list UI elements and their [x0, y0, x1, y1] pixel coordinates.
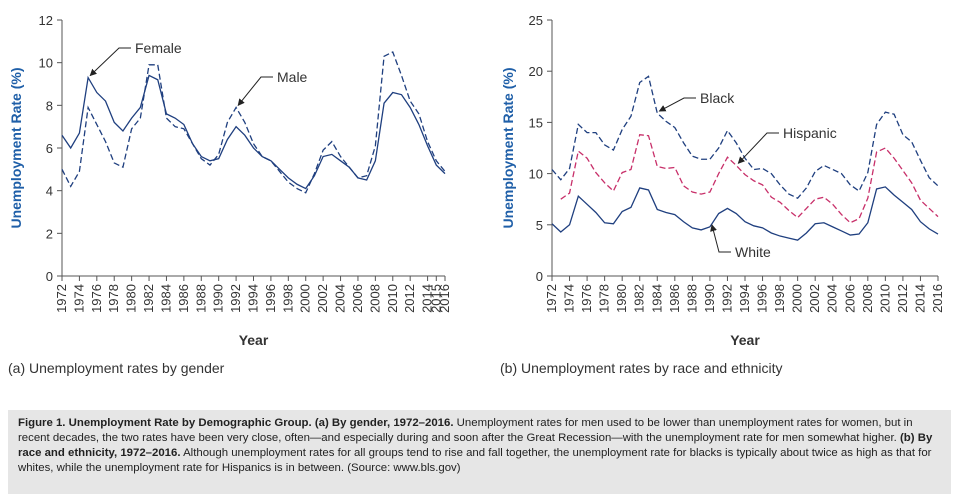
- series-label: Female: [135, 40, 182, 56]
- x-tick-label: 2012: [895, 284, 910, 313]
- x-tick-label: 1976: [89, 284, 104, 313]
- series-label: Black: [700, 90, 735, 106]
- x-tick-label: 1988: [193, 284, 208, 313]
- x-tick-label: 2010: [385, 284, 400, 313]
- caption-text: Although unemployment rates for all grou…: [18, 447, 932, 474]
- x-tick-label: 2008: [860, 284, 875, 313]
- x-tick-label: 2000: [790, 284, 805, 313]
- y-tick-label: 10: [39, 56, 53, 71]
- x-tick-label: 1976: [579, 284, 594, 313]
- y-tick-label: 5: [536, 218, 543, 233]
- y-tick-label: 0: [46, 269, 53, 284]
- series-line: [61, 74, 446, 190]
- x-tick-label: 1996: [755, 284, 770, 313]
- label-arrow: [737, 132, 779, 164]
- x-tick-label: 1990: [702, 284, 717, 313]
- y-tick-label: 0: [536, 269, 543, 284]
- x-tick-label: 2016: [930, 284, 945, 313]
- caption-bold: (b) By race and ethnicity, 1972–2016.: [18, 432, 933, 459]
- x-tick-label: 1972: [54, 284, 69, 313]
- x-tick-label: 2016: [437, 284, 452, 313]
- label-arrow: [710, 224, 731, 253]
- x-tick-label: 1986: [176, 284, 191, 313]
- x-tick-label: 1984: [649, 284, 664, 313]
- series-line: [61, 51, 446, 194]
- x-tick-label: 1990: [211, 284, 226, 313]
- x-tick-label: 2014: [912, 284, 927, 313]
- y-tick-label: 15: [529, 115, 543, 130]
- label-arrow: [658, 97, 696, 112]
- chart-caption: (b) Unemployment rates by race and ethni…: [500, 360, 782, 376]
- series-label: Hispanic: [783, 125, 837, 141]
- x-axis-label: Year: [730, 332, 760, 348]
- caption-bold: Figure 1. Unemployment Rate by Demograph…: [18, 417, 454, 429]
- series-line: [551, 186, 939, 241]
- x-tick-label: 1982: [141, 284, 156, 313]
- x-tick-label: 2012: [402, 284, 417, 313]
- series-label: White: [735, 244, 771, 260]
- y-tick-label: 10: [529, 167, 543, 182]
- x-tick-label: 2006: [350, 284, 365, 313]
- y-tick-label: 25: [529, 13, 543, 28]
- caption-text: Unemployment rates for men used to be lo…: [18, 417, 913, 444]
- label-arrow: [89, 47, 131, 77]
- label-arrow: [237, 76, 273, 107]
- x-tick-label: 2002: [315, 284, 330, 313]
- x-tick-label: 1996: [263, 284, 278, 313]
- x-tick-label: 1994: [246, 284, 261, 313]
- x-tick-label: 1980: [614, 284, 629, 313]
- x-tick-label: 2015: [428, 284, 443, 313]
- x-tick-label: 1972: [544, 284, 559, 313]
- y-tick-label: 8: [46, 98, 53, 113]
- x-tick-label: 1994: [737, 284, 752, 313]
- y-axis-label: Unemployment Rate (%): [500, 67, 516, 228]
- x-tick-label: 1992: [228, 284, 243, 313]
- series-line: [560, 133, 939, 224]
- x-tick-label: 1980: [124, 284, 139, 313]
- x-tick-label: 2002: [807, 284, 822, 313]
- x-tick-label: 2006: [842, 284, 857, 313]
- y-tick-label: 12: [39, 13, 53, 28]
- figure-caption: Figure 1. Unemployment Rate by Demograph…: [8, 410, 951, 494]
- x-tick-label: 1988: [684, 284, 699, 313]
- x-tick-label: 2000: [298, 284, 313, 313]
- y-axis-label: Unemployment Rate (%): [8, 67, 24, 228]
- y-tick-label: 2: [46, 226, 53, 241]
- x-tick-label: 1986: [667, 284, 682, 313]
- chart-caption: (a) Unemployment rates by gender: [8, 360, 225, 376]
- series-line: [551, 75, 939, 199]
- series-label: Male: [277, 69, 308, 85]
- x-tick-label: 1978: [597, 284, 612, 313]
- x-tick-label: 2014: [420, 284, 435, 313]
- y-tick-label: 4: [46, 184, 53, 199]
- y-tick-label: 6: [46, 141, 53, 156]
- x-tick-label: 1984: [158, 284, 173, 313]
- x-tick-label: 1998: [280, 284, 295, 313]
- x-tick-label: 2010: [877, 284, 892, 313]
- y-tick-label: 20: [529, 64, 543, 79]
- x-tick-label: 1982: [632, 284, 647, 313]
- x-tick-label: 1978: [106, 284, 121, 313]
- x-tick-label: 1974: [562, 284, 577, 313]
- x-tick-label: 1974: [71, 284, 86, 313]
- x-tick-label: 1992: [719, 284, 734, 313]
- x-axis-label: Year: [239, 332, 269, 348]
- x-tick-label: 1998: [772, 284, 787, 313]
- x-tick-label: 2004: [825, 284, 840, 313]
- x-tick-label: 2004: [333, 284, 348, 313]
- x-tick-label: 2008: [367, 284, 382, 313]
